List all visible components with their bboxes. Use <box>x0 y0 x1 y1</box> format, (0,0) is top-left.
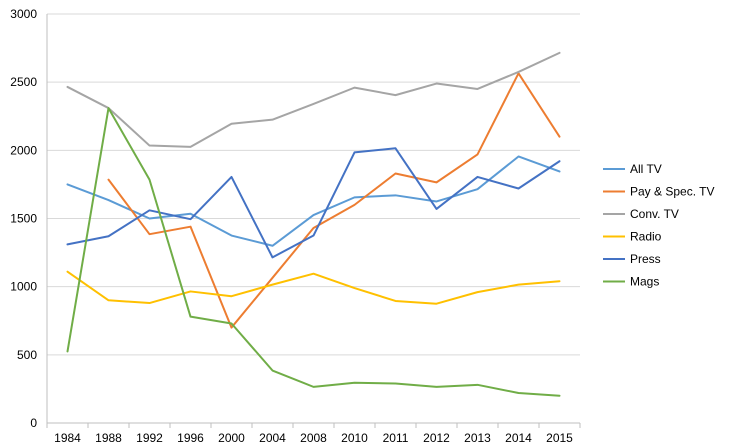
y-tick-label: 2500 <box>10 75 37 89</box>
legend-item-pay-spec-tv: Pay & Spec. TV <box>603 185 715 199</box>
legend-label: Conv. TV <box>630 207 679 221</box>
y-tick-label: 2000 <box>10 143 37 157</box>
series-line-radio <box>66 270 561 305</box>
legend-label: Radio <box>630 230 662 244</box>
x-tick-label: 2004 <box>259 431 286 445</box>
series-lines <box>66 51 561 397</box>
y-tick-label: 500 <box>17 348 37 362</box>
legend-item-all-tv: All TV <box>603 162 662 176</box>
x-tick-label: 2014 <box>505 431 532 445</box>
x-tick-label: 2010 <box>341 431 368 445</box>
axes <box>46 14 581 428</box>
legend-label: Mags <box>630 275 659 289</box>
legend-label: Press <box>630 252 661 266</box>
legend-item-mags: Mags <box>603 275 659 289</box>
x-tick-label: 1996 <box>177 431 204 445</box>
series-line-all-tv <box>66 155 561 247</box>
x-tick-label: 1988 <box>95 431 122 445</box>
x-tick-label: 2011 <box>383 431 409 445</box>
legend-item-conv-tv: Conv. TV <box>603 207 679 221</box>
legend: All TV Pay & Spec. TV Conv. TV Radio Press Ma… <box>603 162 715 289</box>
x-tick-label: 2012 <box>423 431 450 445</box>
x-tick-label: 1992 <box>136 431 163 445</box>
x-tick-label: 2000 <box>218 431 245 445</box>
x-tick-label: 2013 <box>464 431 491 445</box>
legend-item-press: Press <box>603 252 661 266</box>
series-line-mags <box>66 107 561 397</box>
x-tick-label: 2008 <box>300 431 327 445</box>
x-tick-label: 2015 <box>546 431 573 445</box>
y-tick-label: 0 <box>30 416 37 430</box>
legend-item-radio: Radio <box>603 230 662 244</box>
gridlines <box>47 13 580 356</box>
legend-label: Pay & Spec. TV <box>630 185 715 199</box>
series-line-conv-tv <box>66 51 561 148</box>
tick-labels: 0 500 1000 1500 2000 2500 3000 1984 1988 1992 1996… <box>10 7 573 445</box>
x-tick-label: 1984 <box>54 431 81 445</box>
legend-label: All TV <box>630 162 662 176</box>
y-tick-label: 1000 <box>10 280 37 294</box>
series-line-press <box>66 147 561 259</box>
y-tick-label: 3000 <box>10 7 37 21</box>
series-line-pay-spec-tv <box>107 72 561 329</box>
y-tick-label: 1500 <box>10 212 37 226</box>
